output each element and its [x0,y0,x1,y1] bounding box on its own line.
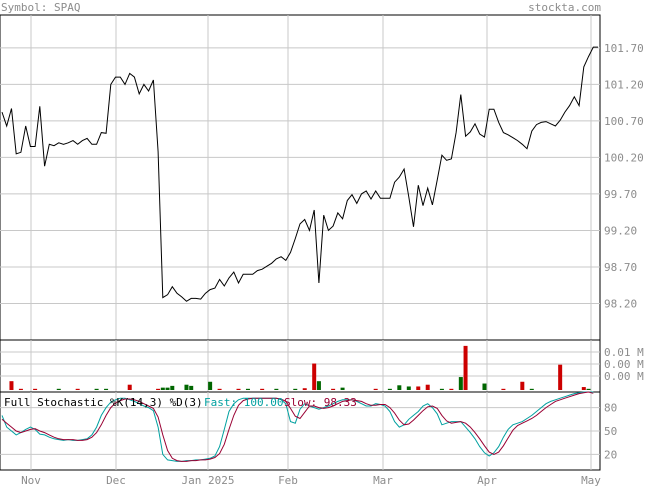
volume-bar [373,388,378,390]
volume-axis: 0.01 M0.00 M0.00 M [604,346,644,383]
price-tick-label: 98.70 [604,261,637,274]
volume-bar [406,386,411,390]
price-frame [0,14,601,341]
volume-frame [0,339,601,393]
stochastic-slow-line [1,391,594,462]
volume-tick-label: 0.00 M [604,370,644,383]
volume-bar [529,388,534,390]
stochastic-tick-label: 50 [604,425,617,438]
stochastic-tick-label: 20 [604,448,617,461]
volume-bar [312,363,317,390]
volume-bar [458,377,463,390]
volume-bar [439,388,444,390]
stochastic-fast-line [1,391,594,462]
volume-bar [316,381,321,390]
volume-bar [217,388,222,390]
volume-bar [387,388,392,390]
time-tick-label: Mar [373,474,393,486]
site-brand: stockta.com [528,1,601,14]
volume-tick-label: 0.01 M [604,346,644,359]
volume-bar [75,388,80,390]
volume-bars [9,345,591,390]
volume-bar [18,388,23,390]
volume-bar [463,345,468,390]
price-line [1,46,598,302]
volume-bar [160,387,165,390]
volume-bar [165,387,170,390]
price-tick-label: 101.20 [604,78,644,91]
time-axis: Nov Dec Jan 2025 Feb Mar Apr May [21,474,601,486]
volume-bar [260,388,265,390]
volume-grid [0,340,600,392]
stochastic-slow-label: Slow: 98.33 [284,396,357,409]
time-tick-label: Feb [278,474,298,486]
time-tick-label: Apr [477,474,497,486]
volume-bar [56,388,61,390]
price-tick-label: 101.70 [604,42,644,55]
volume-bar [293,388,298,390]
volume-bar [331,388,336,390]
volume-bar [449,388,454,390]
volume-panel: 0.01 M0.00 M0.00 M [0,339,644,393]
volume-bar [245,388,250,390]
time-tick-label: Jan 2025 [182,474,235,486]
stochastic-title: Full Stochastic %K(14,3) %D(3) [4,396,203,409]
volume-bar [274,388,279,390]
time-tick-label: May [581,474,601,486]
stochastic-axis: 80 50 20 [604,402,617,462]
stochastic-fast-label: Fast: 100.00 [204,396,283,409]
volume-bar [558,364,563,390]
price-grid [0,15,600,340]
price-tick-label: 100.20 [604,151,644,164]
volume-bar [397,385,402,390]
price-tick-label: 99.70 [604,188,637,201]
volume-bar [501,388,506,390]
volume-bar [586,388,591,390]
volume-bar [170,385,175,390]
stochastic-tick-label: 80 [604,402,617,415]
price-tick-label: 100.70 [604,115,644,128]
price-tick-label: 99.20 [604,224,637,237]
volume-tick-label: 0.00 M [604,358,644,371]
time-tick-label: Dec [106,474,126,486]
volume-bar [9,381,14,390]
volume-bar [520,381,525,390]
stochastic-panel: Full Stochastic %K(14,3) %D(3) Fast: 100… [0,391,617,471]
price-axis: 101.70 101.20 100.70 100.20 99.70 99.20 98.70 9… [604,42,644,311]
volume-bar [302,388,307,390]
volume-bar [416,386,421,390]
symbol-label: Symbol: SPAQ [1,1,81,14]
volume-bar [104,388,109,390]
volume-bar [127,384,132,390]
volume-bar [156,388,161,390]
volume-bar [340,387,345,390]
volume-bar [33,388,38,390]
volume-bar [581,387,586,390]
time-tick-label: Nov [21,474,41,486]
volume-bar [184,384,189,390]
price-tick-label: 98.20 [604,297,637,310]
volume-bar [208,381,213,390]
volume-bar [189,385,194,390]
price-panel: 101.70 101.20 100.70 100.20 99.70 99.20 98.70 9… [0,14,644,341]
volume-bar [236,388,241,390]
volume-bar [425,384,430,390]
volume-bar [482,383,487,390]
volume-bar [94,388,99,390]
